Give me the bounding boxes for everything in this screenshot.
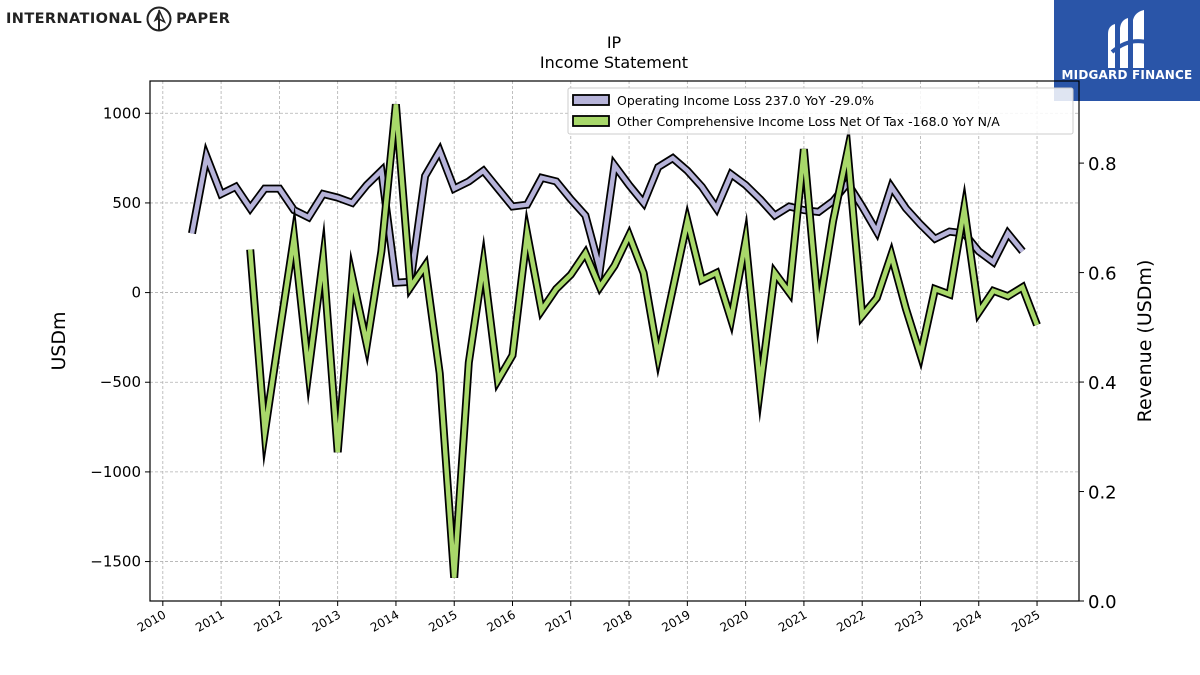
badge-text: MIDGARD FINANCE xyxy=(1061,68,1193,82)
y-axis-right: 0.8 0.6 0.4 0.2 0.0 xyxy=(1079,154,1117,613)
chart-subtitle: Income Statement xyxy=(540,53,688,72)
legend: Operating Income Loss 237.0 YoY -29.0% O… xyxy=(567,87,1074,135)
y-axis-label-left: USDm xyxy=(48,311,70,370)
x-tick-label: 2024 xyxy=(951,607,984,634)
y-axis-left: 1000 500 0 −500 −1000 −1500 xyxy=(90,104,150,571)
legend-label-other-comprehensive-income: Other Comprehensive Income Loss Net Of T… xyxy=(617,114,1000,129)
plot-frame xyxy=(149,80,1080,602)
x-tick-label: 2015 xyxy=(426,607,459,634)
brand-logo: INTERNATIONAL PAPER xyxy=(6,6,230,32)
legend-swatch-other-comprehensive-income xyxy=(572,115,610,127)
ip-seedling-icon xyxy=(146,6,172,32)
brand-text-left: INTERNATIONAL xyxy=(6,11,143,27)
x-tick-label: 2025 xyxy=(1009,607,1042,634)
legend-box xyxy=(567,87,1074,135)
x-tick-label: 2012 xyxy=(251,607,284,634)
series-operating-income-loss xyxy=(188,141,1026,290)
x-tick-label: 2010 xyxy=(135,607,168,634)
x-tick-label: 2023 xyxy=(893,607,926,634)
series-other-comprehensive-income-loss xyxy=(246,103,1041,578)
midgard-finance-badge: MIDGARD FINANCE xyxy=(1054,0,1200,101)
x-tick-label: 2019 xyxy=(659,607,692,634)
y-right-tick-label: 0.6 xyxy=(1088,264,1117,285)
y-tick-label: −1000 xyxy=(90,463,141,481)
y-right-tick-label: 0.8 xyxy=(1088,154,1117,175)
x-axis: 2010 2011 2012 2013 2014 2015 2016 2017 2018 2019… xyxy=(135,601,1043,635)
brand-text-right: PAPER xyxy=(176,11,231,27)
x-tick-label: 2020 xyxy=(718,607,751,634)
y-right-tick-label: 0.4 xyxy=(1088,373,1117,394)
legend-label-operating-income: Operating Income Loss 237.0 YoY -29.0% xyxy=(617,93,874,108)
series-line-other-comprehensive-income-loss xyxy=(247,104,1040,578)
x-tick-label: 2016 xyxy=(485,607,518,634)
y-right-tick-label: 0.0 xyxy=(1088,592,1117,613)
y-tick-label: 0 xyxy=(131,284,141,302)
x-tick-label: 2011 xyxy=(193,607,226,634)
y-right-tick-label: 0.2 xyxy=(1088,483,1117,504)
y-tick-label: 500 xyxy=(112,194,141,212)
x-tick-label: 2021 xyxy=(776,607,809,634)
x-tick-label: 2013 xyxy=(310,607,343,634)
chart-title: IP xyxy=(607,33,622,52)
series-lines xyxy=(188,103,1041,578)
midgard-m-icon xyxy=(1108,10,1147,68)
x-tick-label: 2022 xyxy=(834,607,867,634)
x-tick-label: 2018 xyxy=(601,607,634,634)
series-line-operating-income-loss xyxy=(189,145,1025,286)
legend-swatch-operating-income xyxy=(572,94,610,106)
y-tick-label: −500 xyxy=(100,373,141,391)
y-axis-label-right: Revenue (USDm) xyxy=(1134,260,1156,423)
x-tick-label: 2014 xyxy=(368,607,401,634)
y-tick-label: 1000 xyxy=(103,104,141,122)
x-tick-label: 2017 xyxy=(543,607,576,634)
y-tick-label: −1500 xyxy=(90,553,141,571)
